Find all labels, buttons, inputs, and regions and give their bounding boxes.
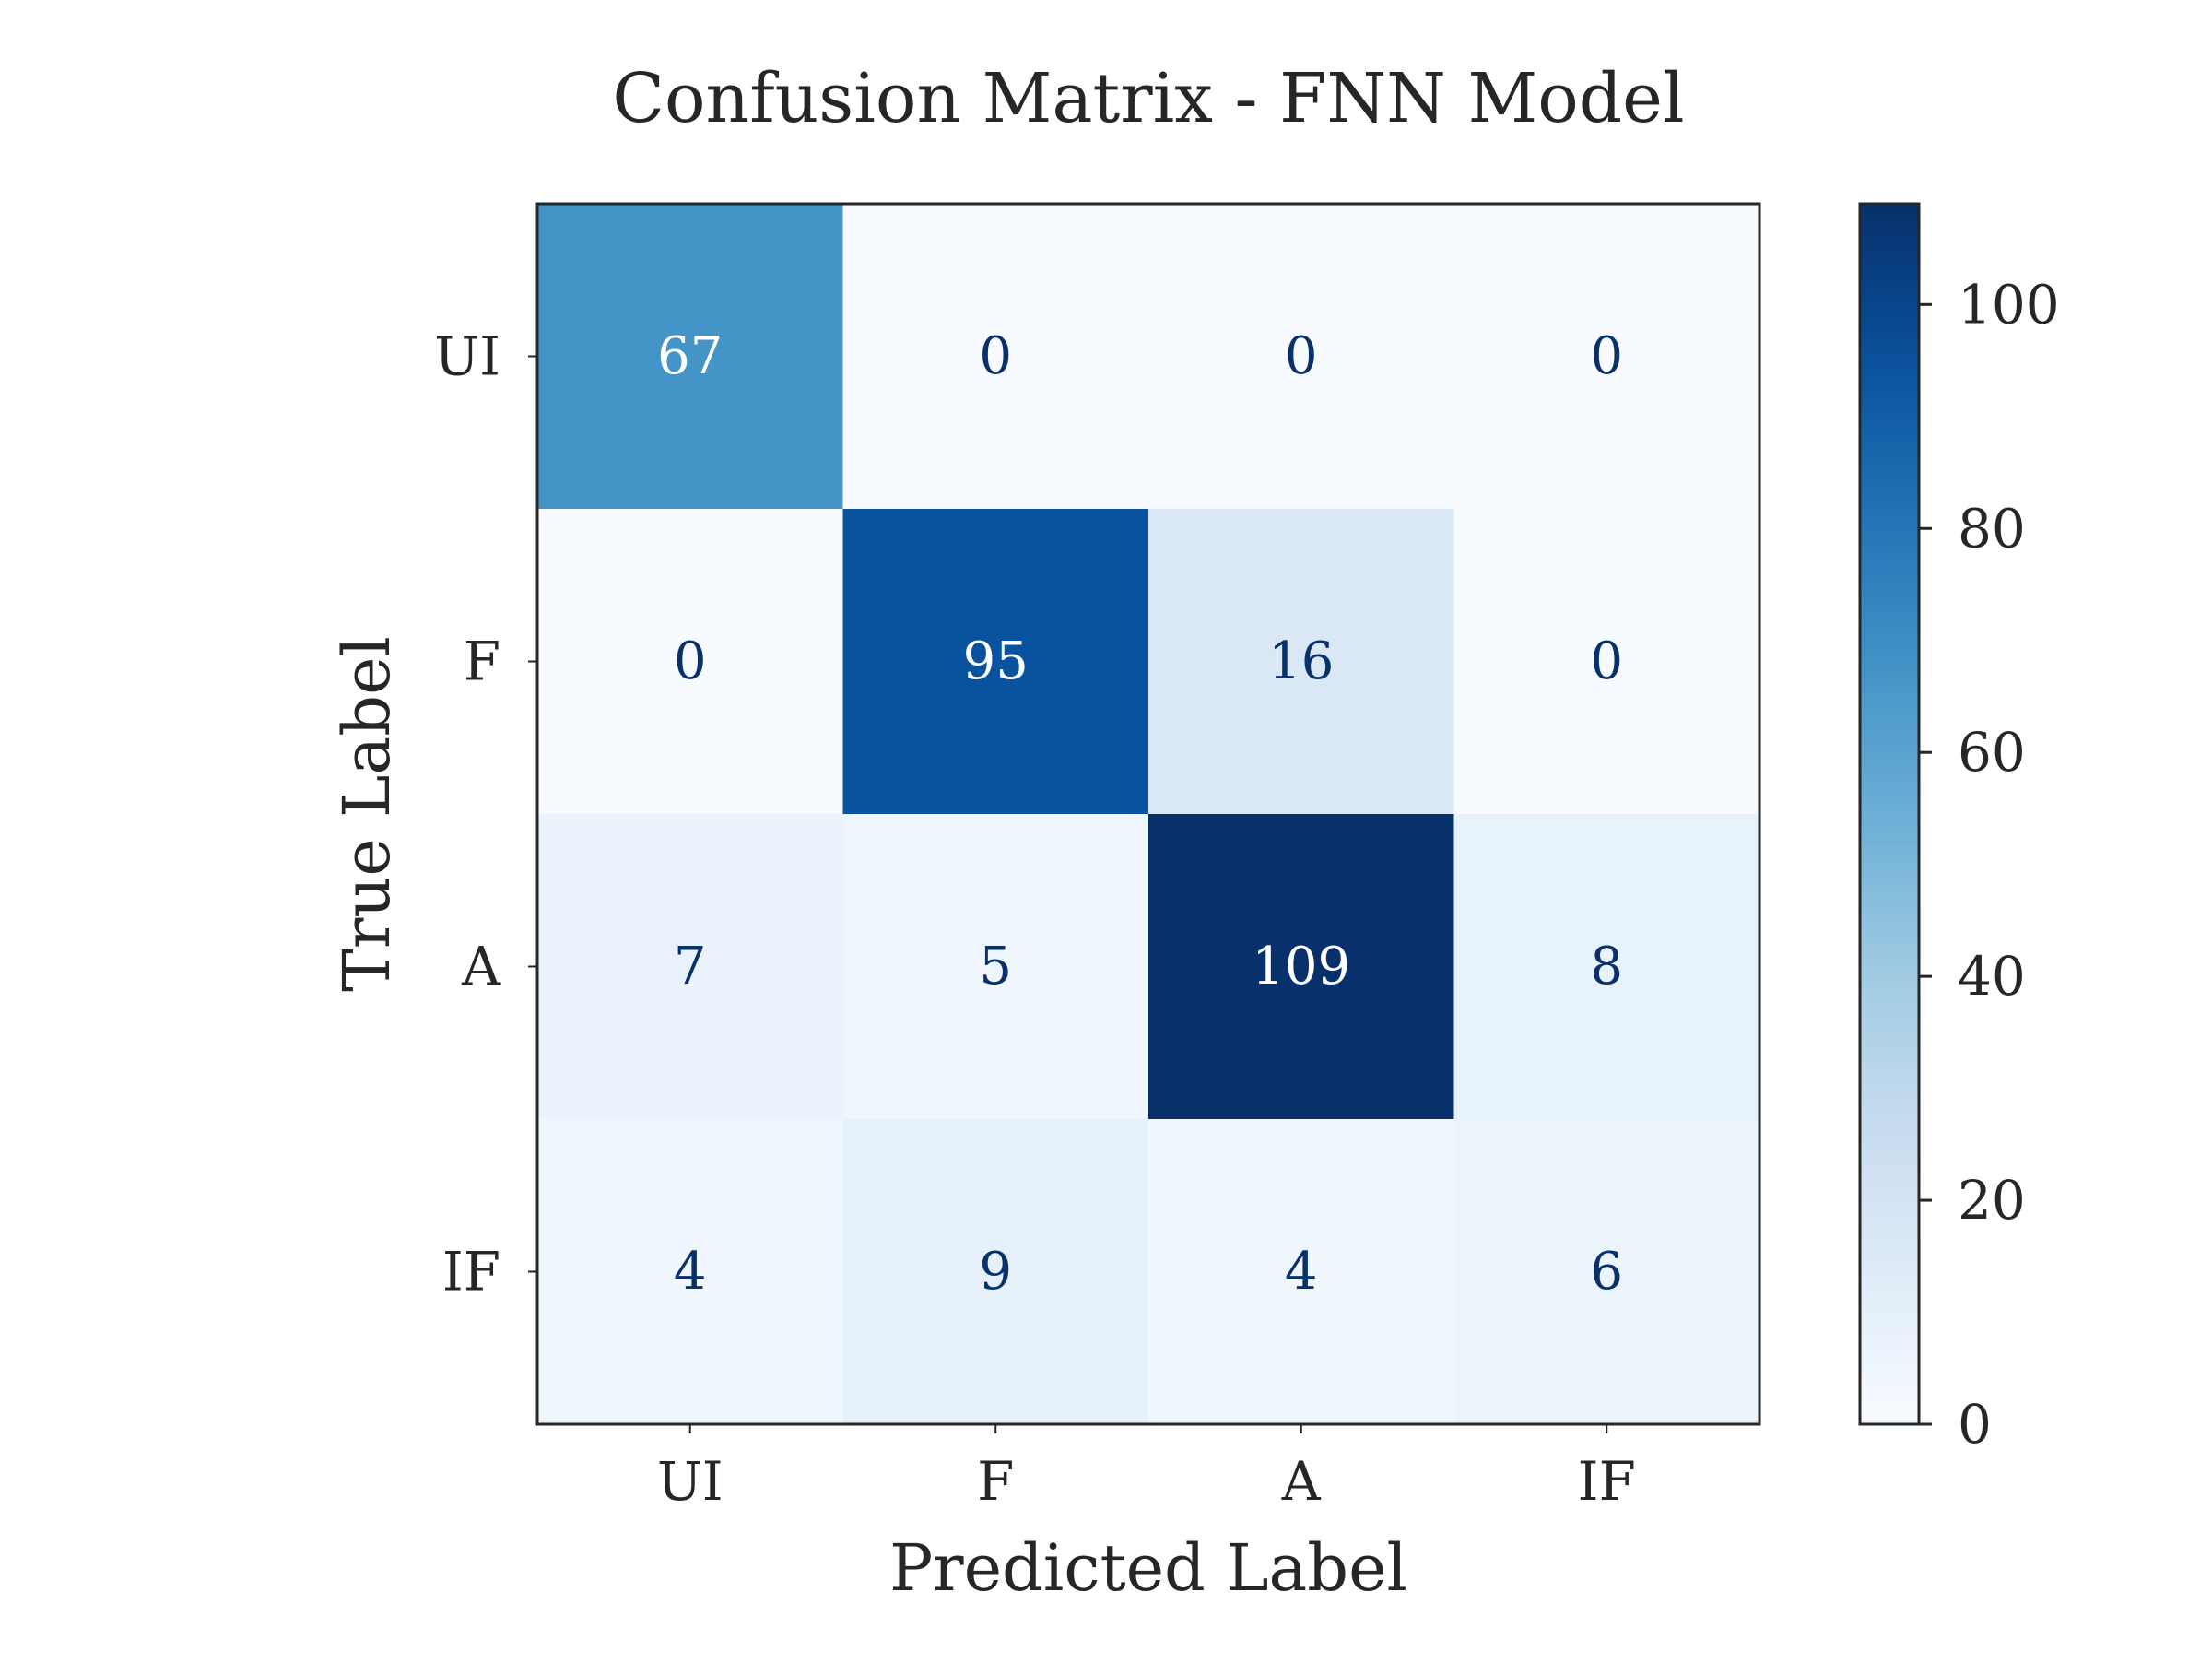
heatmap-cell-labels: 67 0 0 0 0 95 16 0 7 5 109 8 4 9 4 6: [657, 326, 1623, 1302]
cell-value-IF-IF: 6: [1590, 1242, 1623, 1302]
cell-A-IF: [1453, 814, 1760, 1120]
colorbar-tick-label-20: 20: [1958, 1169, 2026, 1232]
cell-value-UI-F: 0: [979, 326, 1012, 386]
colorbar-tick-label-0: 0: [1958, 1393, 1992, 1456]
y-axis-title: True Label: [329, 636, 405, 992]
cell-A-UI: [537, 814, 844, 1120]
cell-value-UI-IF: 0: [1590, 326, 1623, 386]
cell-F-F: [842, 509, 1149, 815]
heatmap-cells: [537, 204, 1760, 1425]
cell-value-A-A: 109: [1252, 937, 1350, 997]
cell-value-F-A: 16: [1268, 631, 1334, 691]
colorbar-tick-label-60: 60: [1958, 721, 2026, 784]
chart-title: Confusion Matrix - FNN Model: [612, 59, 1684, 138]
x-axis-title: Predicted Label: [889, 1530, 1407, 1606]
x-tick-label-A: A: [1281, 1450, 1322, 1513]
cell-value-IF-A: 4: [1285, 1242, 1318, 1302]
x-tick-label-F: F: [977, 1450, 1014, 1513]
cell-UI-IF: [1453, 204, 1760, 510]
cell-value-UI-A: 0: [1285, 326, 1318, 386]
cell-F-IF: [1453, 509, 1760, 815]
x-tick-label-UI: UI: [657, 1450, 724, 1513]
colorbar-tick-label-100: 100: [1958, 273, 2060, 336]
cell-F-A: [1148, 509, 1455, 815]
cell-UI-F: [842, 204, 1149, 510]
plot-frame: [535, 202, 1761, 1426]
y-tick-label-UI: UI: [434, 325, 500, 388]
cell-value-F-UI: 0: [674, 631, 707, 691]
cell-value-A-UI: 7: [674, 937, 707, 997]
y-tick-label-IF: IF: [442, 1241, 500, 1303]
cell-value-IF-F: 9: [979, 1242, 1012, 1302]
y-tick-label-F: F: [464, 631, 500, 693]
cell-value-F-IF: 0: [1590, 631, 1623, 691]
cell-value-UI-UI: 67: [657, 326, 723, 386]
cell-F-UI: [537, 509, 844, 815]
cell-IF-A: [1148, 1119, 1455, 1425]
y-axis-ticks: UI F A IF: [434, 325, 537, 1303]
cell-A-F: [842, 814, 1149, 1120]
colorbar: [1858, 202, 1921, 1426]
cell-value-F-F: 95: [963, 631, 1029, 691]
x-tick-label-IF: IF: [1578, 1450, 1636, 1513]
cell-value-A-F: 5: [979, 937, 1012, 997]
colorbar-tick-label-40: 40: [1958, 945, 2026, 1008]
colorbar-ticks: 0 20 40 60 80 100: [1919, 273, 2060, 1456]
cell-IF-F: [842, 1119, 1149, 1425]
cell-IF-UI: [537, 1119, 844, 1425]
cell-UI-UI: [537, 204, 844, 510]
cell-value-A-IF: 8: [1590, 937, 1623, 997]
x-axis-ticks: UI F A IF: [657, 1424, 1636, 1513]
cell-A-A: [1148, 814, 1455, 1120]
cell-UI-A: [1148, 204, 1455, 510]
cell-value-IF-UI: 4: [674, 1242, 707, 1302]
cell-IF-IF: [1453, 1119, 1760, 1425]
colorbar-tick-label-80: 80: [1958, 497, 2026, 560]
y-tick-label-A: A: [461, 936, 501, 998]
